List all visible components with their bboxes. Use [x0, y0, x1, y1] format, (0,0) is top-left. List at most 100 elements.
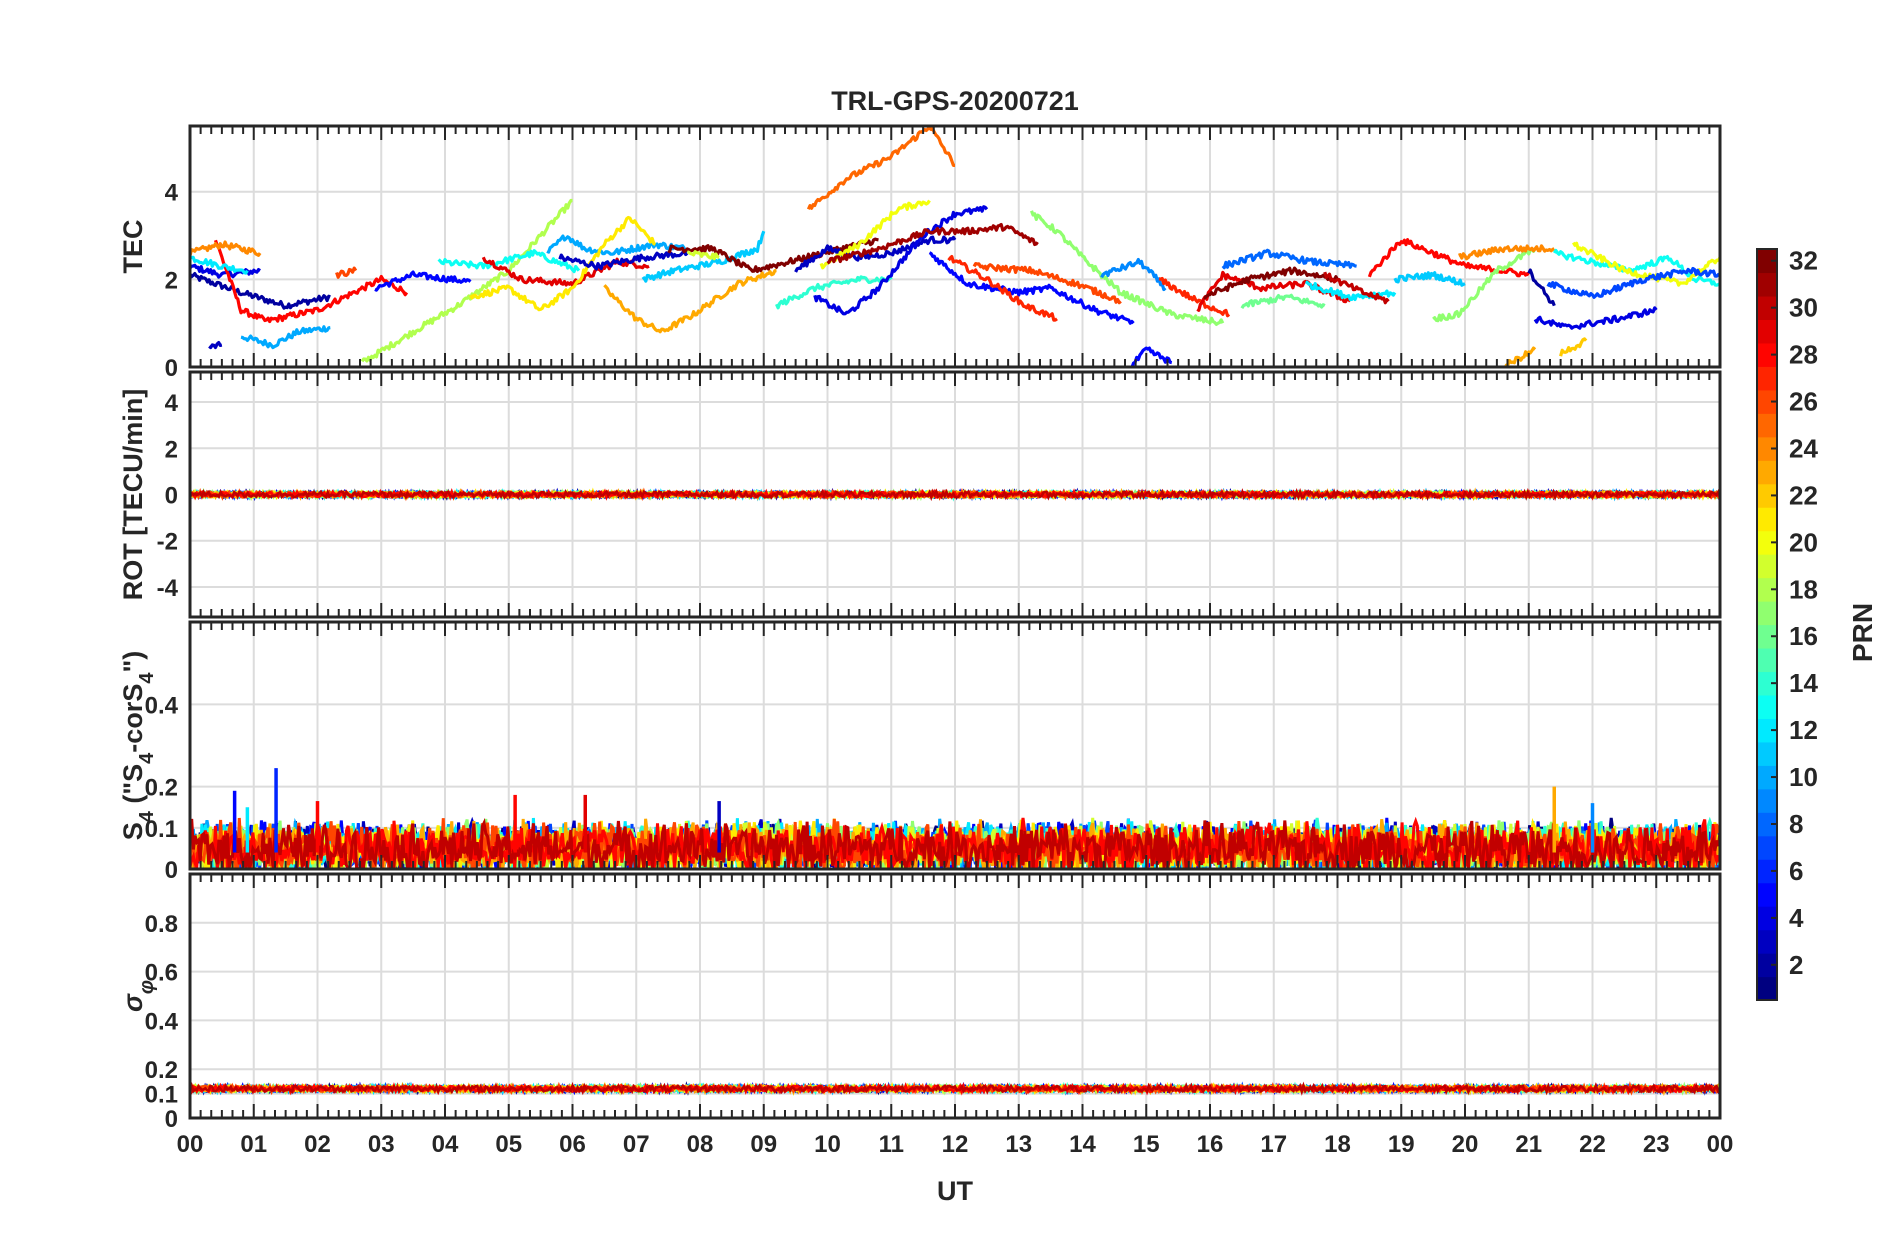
colorbar-tick-label: 6: [1789, 856, 1803, 886]
sigma-series: [190, 1081, 1720, 1096]
colorbar-frame: [1756, 248, 1778, 1001]
y-axis-label-tec: TEC: [118, 220, 148, 274]
x-tick-label: 13: [1005, 1131, 1032, 1158]
x-tick-label: 16: [1197, 1131, 1224, 1158]
tec-series-prn-4: [813, 205, 989, 316]
y-tick-label: 0.2: [145, 1057, 178, 1084]
colorbar-segment: [1757, 976, 1777, 1001]
colorbar-segment: [1757, 577, 1777, 602]
tec-series-prn-10: [546, 234, 689, 256]
colorbar-segment: [1757, 929, 1777, 954]
colorbar-segment: [1757, 765, 1777, 790]
tec-series-prn-18: [360, 198, 573, 363]
colorbar-segment: [1757, 788, 1777, 813]
x-tick-label: 23: [1643, 1131, 1670, 1158]
colorbar-segment: [1757, 413, 1777, 438]
tec-series-prn-14: [775, 275, 893, 310]
tec-series-prn-26: [972, 262, 1122, 305]
x-tick-label: 11: [879, 1131, 904, 1158]
tec-series-prn-17: [1030, 210, 1225, 326]
tec-series-prn-30: [1323, 271, 1390, 305]
tec-series-prn-27: [947, 255, 1058, 322]
colorbar-segment: [1757, 671, 1777, 696]
y-tick-label: 0: [165, 355, 178, 382]
x-tick-label: 03: [368, 1131, 395, 1158]
colorbar-tick-label: 18: [1789, 574, 1818, 604]
y-axis-label-sigma: σφ: [118, 980, 158, 1012]
tec-series-prn-19: [686, 250, 720, 261]
y-tick-label: 0.2: [145, 775, 178, 802]
panel-rot: -4 -2 0 2 4 ROT [TECU/min]: [118, 370, 1722, 619]
colorbar-segment: [1757, 389, 1777, 414]
plot-area-sigma: [190, 1081, 1720, 1097]
y-tick-label: 4: [165, 390, 179, 417]
colorbar-segment: [1757, 953, 1777, 978]
colorbar-segment: [1757, 530, 1777, 555]
colorbar-tick-label: 26: [1789, 387, 1818, 417]
colorbar-segment: [1757, 718, 1777, 743]
x-tick-label: 14: [1069, 1131, 1096, 1158]
colorbar-segment: [1757, 741, 1777, 766]
y-tick-label: 0.8: [145, 911, 178, 938]
y-tick-label: 0.4: [145, 1008, 179, 1035]
y-axis-label-part: S: [118, 822, 148, 840]
y-axis-label-part: "): [118, 651, 148, 673]
y-axis-label-part: σ: [118, 993, 148, 1012]
tec-series-prn-22: [1559, 337, 1588, 357]
colorbar-segment: [1757, 366, 1777, 391]
s4-series: [190, 817, 1720, 869]
panel-tec: 0 2 4 TEC: [118, 124, 1722, 382]
y-tick-label: 0: [165, 483, 178, 510]
colorbar-tick-label: 2: [1789, 950, 1803, 980]
y-axis-label-part: ("S: [118, 764, 148, 811]
y-tick-label: 0: [165, 1106, 178, 1133]
colorbar-segment: [1757, 624, 1777, 649]
tec-series-prn-25: [806, 126, 956, 210]
tec-series-prn-11: [641, 230, 766, 283]
colorbar-segment: [1757, 647, 1777, 673]
tec-series-prn-10: [240, 325, 331, 350]
rot-series: [190, 487, 1720, 502]
colorbar-segment: [1757, 342, 1777, 367]
x-tick-label: 08: [687, 1131, 714, 1158]
colorbar-segment: [1757, 835, 1777, 860]
y-tick-label: 4: [165, 180, 179, 207]
colorbar-tick-label: 32: [1789, 246, 1818, 276]
tec-series-prn-13: [1552, 248, 1720, 287]
panel-sigma: 00.10.2 0.4 0.6 0.8 σφ: [118, 872, 1722, 1133]
y-tick-label: 0: [165, 857, 178, 884]
tec-series-prn-17: [1432, 247, 1537, 323]
colorbar-segment: [1757, 812, 1777, 837]
x-tick-label: 12: [942, 1131, 969, 1158]
tec-series-prn-26: [335, 266, 358, 279]
x-axis-label: UT: [937, 1176, 973, 1206]
colorbar-segment: [1757, 906, 1777, 931]
tec-series-prn-28: [213, 239, 409, 324]
colorbar-tick-label: 22: [1789, 480, 1818, 510]
colorbar-tick-label: 24: [1789, 433, 1818, 463]
y-tick-label: 0.1: [145, 816, 178, 843]
colorbar-tick-label: 28: [1789, 340, 1818, 370]
x-tick-label: 17: [1260, 1131, 1287, 1158]
colorbar-segment: [1757, 319, 1777, 344]
tec-series-prn-12: [190, 255, 249, 275]
y-axis-label-s4: S4 ("S4-corS4"): [118, 651, 158, 841]
x-tick-label: 10: [814, 1131, 841, 1158]
y-tick-label: 0.1: [145, 1082, 178, 1109]
y-axis-label-part: 4: [136, 672, 158, 684]
colorbar-segment: [1757, 460, 1777, 485]
x-tick-label: 05: [495, 1131, 522, 1158]
tec-series-prn-3: [794, 235, 957, 273]
y-tick-label: 2: [165, 267, 178, 294]
tec-series-prn-23: [603, 269, 777, 334]
x-tick-label: 00: [1707, 1131, 1734, 1158]
tec-series-prn-24: [1458, 244, 1555, 261]
tec-series-prn-5: [374, 270, 472, 292]
x-tick-label: 04: [432, 1131, 459, 1158]
x-tick-label: 22: [1579, 1131, 1606, 1158]
colorbar-segment: [1757, 272, 1777, 297]
x-tick-label: 18: [1324, 1131, 1351, 1158]
colorbar-segment: [1757, 601, 1777, 626]
tec-series-prn-32: [667, 237, 879, 274]
